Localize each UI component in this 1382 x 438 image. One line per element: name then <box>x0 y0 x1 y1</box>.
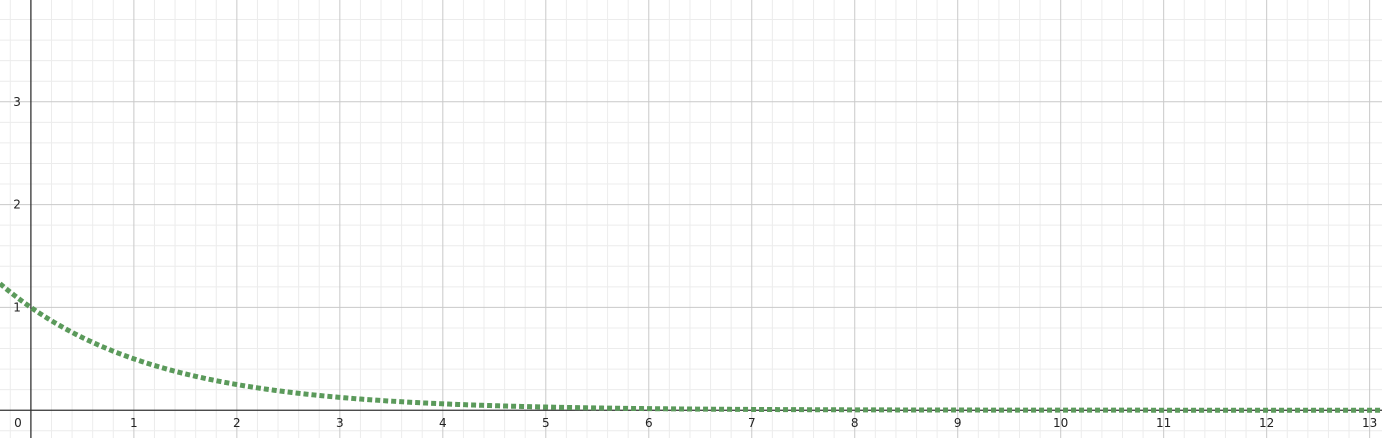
x-tick-label: 13 <box>1362 416 1377 430</box>
y-tick-label: 2 <box>13 198 21 212</box>
x-tick-label: 5 <box>542 416 550 430</box>
x-tick-label: 7 <box>748 416 756 430</box>
x-tick-label: 9 <box>954 416 962 430</box>
curve-series-0 <box>0 281 1382 413</box>
y-tick-label: 3 <box>13 95 21 109</box>
x-tick-label: 3 <box>336 416 344 430</box>
curves <box>0 281 1382 413</box>
x-tick-label: 2 <box>233 416 241 430</box>
x-tick-label: 4 <box>439 416 447 430</box>
y-tick-label: 1 <box>13 300 21 314</box>
x-tick-label: 11 <box>1156 416 1171 430</box>
x-tick-label: 10 <box>1053 416 1068 430</box>
x-tick-label: 8 <box>851 416 859 430</box>
x-tick-label: 0 <box>14 416 22 430</box>
x-tick-label: 12 <box>1259 416 1274 430</box>
x-tick-label: 1 <box>130 416 138 430</box>
x-tick-label: 6 <box>645 416 653 430</box>
